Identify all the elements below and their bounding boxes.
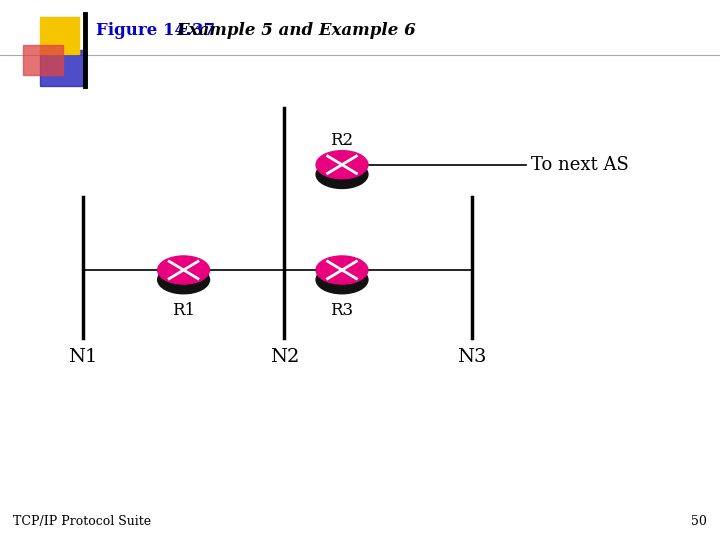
Text: R2: R2 [330, 132, 354, 149]
Ellipse shape [316, 160, 368, 188]
Text: R3: R3 [330, 302, 354, 319]
Text: Figure 14.37: Figure 14.37 [96, 22, 215, 38]
Bar [40, 17, 79, 54]
Text: TCP/IP Protocol Suite: TCP/IP Protocol Suite [13, 515, 151, 528]
Ellipse shape [158, 256, 210, 284]
Text: R1: R1 [172, 302, 195, 319]
Ellipse shape [316, 266, 368, 294]
Text: To next AS: To next AS [531, 156, 629, 174]
Ellipse shape [316, 151, 368, 179]
Ellipse shape [158, 266, 210, 294]
Ellipse shape [316, 256, 368, 284]
Text: Example 5 and Example 6: Example 5 and Example 6 [176, 22, 416, 38]
Text: N3: N3 [457, 348, 486, 366]
Text: N2: N2 [270, 348, 299, 366]
Text: 50: 50 [691, 515, 707, 528]
Bar [23, 45, 63, 75]
Bar [40, 50, 86, 86]
Text: N1: N1 [68, 348, 97, 366]
